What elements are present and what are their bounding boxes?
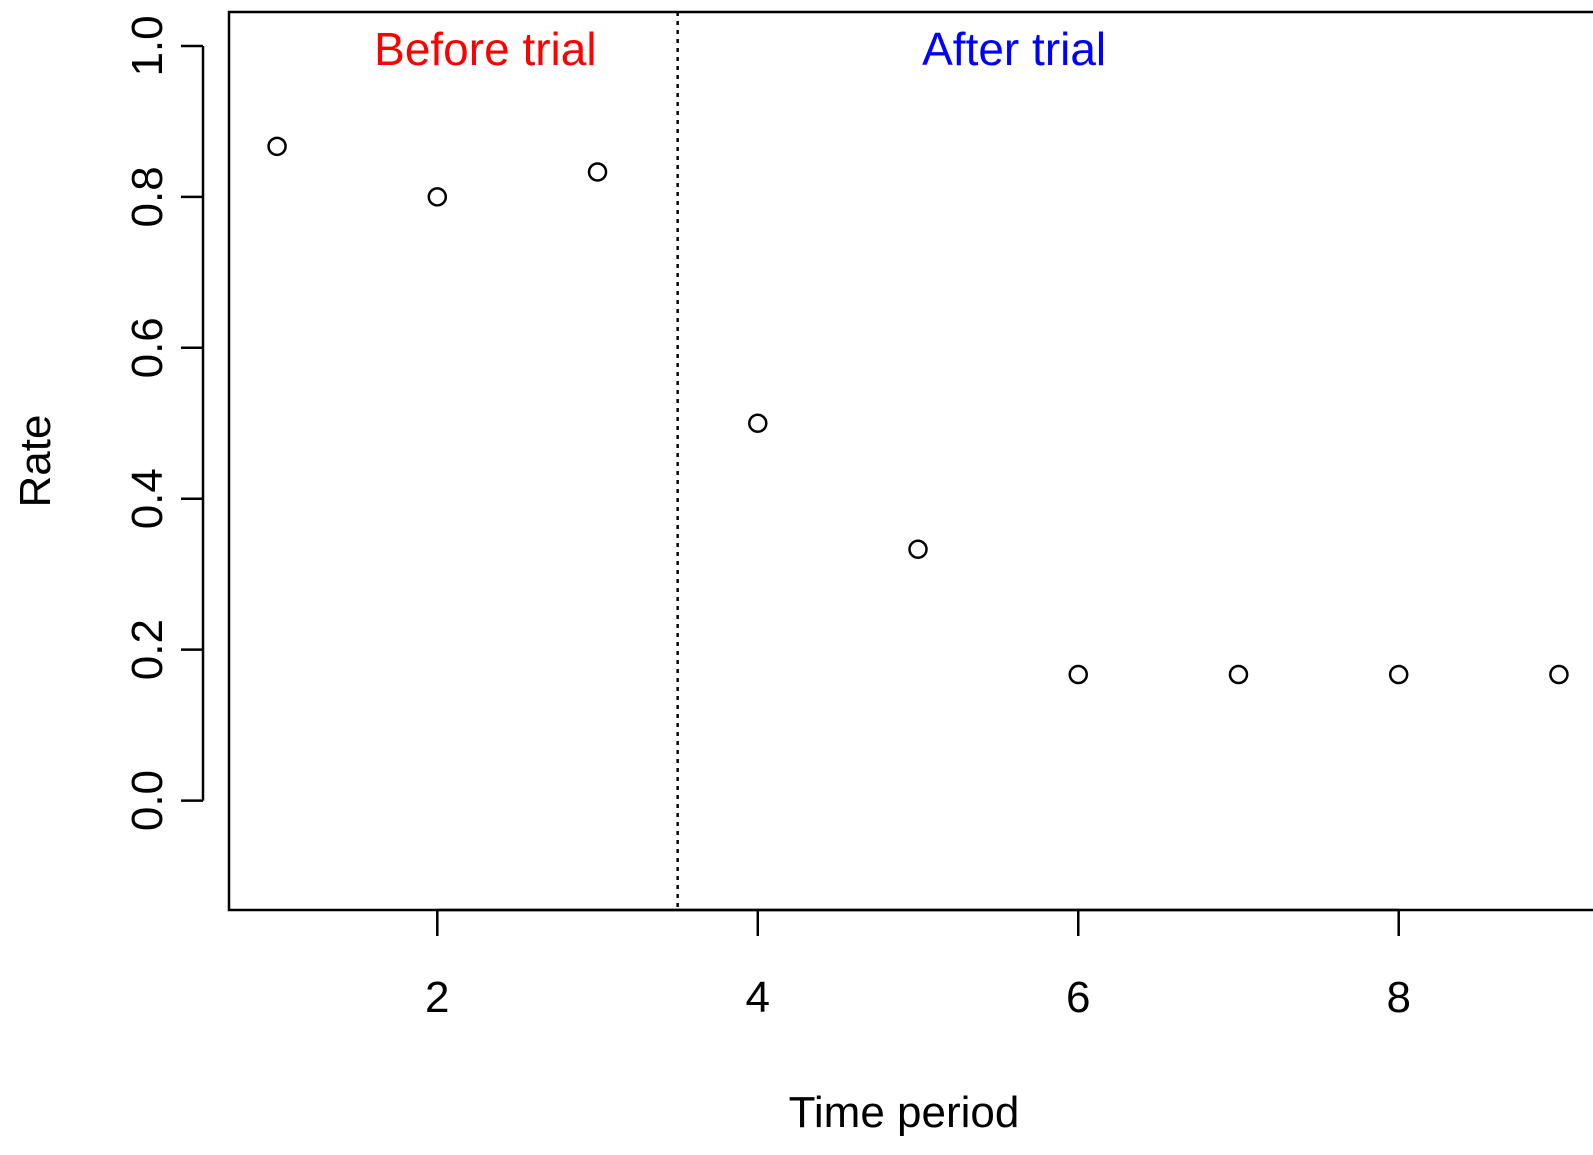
x-axis-title: Time period: [789, 1088, 1020, 1137]
annotations: Before trial After trial: [374, 23, 1106, 75]
data-point: [427, 187, 448, 207]
data-point: [1068, 664, 1088, 685]
annotation-label: Before trial: [374, 23, 596, 75]
x-tick-label: 4: [746, 973, 770, 1022]
data-point: [908, 539, 928, 560]
y-tick-label: 0.8: [123, 166, 172, 227]
y-axis-title: Rate: [11, 415, 60, 508]
y-tick-label: 0.2: [123, 619, 172, 680]
x-tick-label: 8: [1386, 973, 1410, 1022]
x-tick-label: 6: [1066, 973, 1090, 1022]
y-tick-label: 1.0: [123, 15, 172, 76]
data-point: [748, 413, 768, 434]
data-point: [1549, 664, 1569, 685]
x-axis: 2 4 6 8: [425, 908, 1411, 1022]
data-point: [267, 136, 287, 157]
annotation-label: After trial: [922, 23, 1106, 75]
data-point: [1228, 664, 1249, 685]
data-point: [1388, 664, 1409, 685]
y-axis: 0.0 0.2 0.4 0.6 0.8 1.0: [123, 15, 205, 831]
y-tick-label: 0.0: [123, 770, 172, 831]
plot-frame: [227, 10, 1593, 912]
data-point: [587, 162, 608, 182]
y-tick-label: 0.4: [123, 468, 172, 529]
y-tick-label: 0.6: [123, 317, 172, 378]
x-tick-label: 2: [425, 973, 449, 1022]
data-points: [267, 136, 1569, 685]
